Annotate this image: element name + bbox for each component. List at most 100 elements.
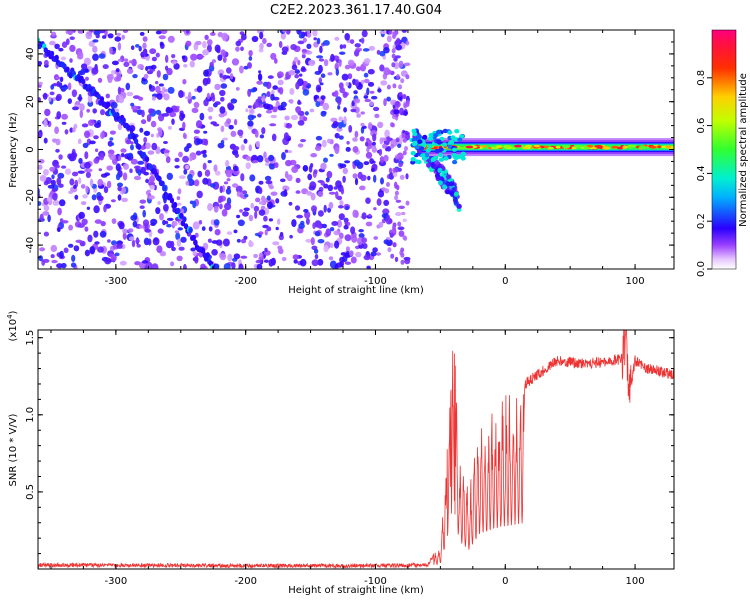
spectrogram-noise-cell xyxy=(298,34,304,39)
spectrogram-noise-cell xyxy=(286,174,293,182)
spectrogram-branch-cell xyxy=(446,174,451,180)
spectrogram-noise-cell xyxy=(189,60,195,68)
spectrogram-noise-cell xyxy=(403,62,411,67)
spectrogram-noise-cell xyxy=(167,125,172,130)
spectrogram-noise-cell xyxy=(226,118,232,124)
spectrogram-noise-cell xyxy=(392,225,396,230)
spectrogram-noise-cell xyxy=(178,175,186,180)
spectrogram-noise-cell xyxy=(196,190,203,199)
spectrogram-noise-cell xyxy=(219,106,226,114)
spectrogram-noise-cell xyxy=(150,64,157,70)
spectrogram-trace-cell xyxy=(205,252,210,259)
spectrogram-noise-cell xyxy=(394,167,399,173)
spectrogram-onset-cell xyxy=(435,130,442,135)
spectrogram-noise-cell xyxy=(140,119,147,125)
spectrogram-noise-cell xyxy=(203,130,208,134)
spectrogram-noise-cell xyxy=(405,173,409,180)
spectrogram-noise-cell xyxy=(139,205,145,209)
spectrogram-noise-cell xyxy=(147,150,155,155)
spectrogram-noise-cell xyxy=(217,54,223,61)
spectrogram-noise-cell xyxy=(238,263,244,269)
spectrogram-noise-cell xyxy=(138,225,144,229)
spectrogram-noise-cell xyxy=(156,93,163,100)
spectrogram-noise-cell xyxy=(244,193,249,198)
spectrogram-noise-cell xyxy=(232,183,239,188)
spectrogram-noise-cell xyxy=(401,132,406,138)
spectrogram-noise-cell xyxy=(105,93,111,99)
spectrogram-noise-cell xyxy=(259,42,264,50)
spectrogram-noise-cell xyxy=(245,156,252,161)
spectrogram-noise-cell xyxy=(89,140,96,145)
colorbar-tick-label: 0.0 xyxy=(696,261,707,277)
spectrogram-noise-cell xyxy=(258,187,263,195)
spectrogram-noise-cell xyxy=(277,105,284,111)
spectrogram-noise-cell xyxy=(67,82,72,91)
spectrogram-noise-cell xyxy=(181,55,186,59)
spectrogram-noise-cell xyxy=(144,161,148,166)
spectrogram-noise-cell xyxy=(391,53,396,59)
spectrogram-trace-cell xyxy=(96,93,101,100)
spectrogram-noise-cell xyxy=(122,232,127,240)
x-tick-label: 100 xyxy=(626,276,645,287)
spectrogram-noise-cell xyxy=(390,253,395,259)
spectrogram-noise-cell xyxy=(60,262,67,269)
spectrogram-noise-cell xyxy=(296,30,302,35)
spectrogram-noise-cell xyxy=(281,46,289,53)
spectrogram-noise-cell xyxy=(291,64,298,71)
spectrogram-noise-cell xyxy=(91,67,99,75)
spectrogram-branch-cell xyxy=(452,197,458,203)
spectrogram-noise-cell xyxy=(171,118,175,125)
spectrogram-trace-cell xyxy=(105,101,111,108)
spectrogram-noise-cell xyxy=(64,129,69,135)
spectrogram-noise-cell xyxy=(116,243,123,249)
spectrogram-noise-cell xyxy=(365,197,371,204)
spectrogram-noise-cell xyxy=(119,260,127,266)
spectrogram-noise-cell xyxy=(155,207,161,215)
spectrogram-noise-cell xyxy=(382,143,388,149)
spectrogram-noise-cell xyxy=(400,259,405,265)
spectrogram-noise-cell xyxy=(39,213,44,222)
spectrogram-noise-cell xyxy=(69,127,74,133)
spectrogram-noise-cell xyxy=(192,200,197,209)
spectrogram-noise-cell xyxy=(289,88,295,95)
spectrogram-noise-cell xyxy=(369,101,374,107)
spectrogram-noise-cell xyxy=(52,138,57,143)
spectrogram-noise-cell xyxy=(277,218,281,225)
spectrogram-noise-cell xyxy=(155,30,162,35)
spectrogram-noise-cell xyxy=(106,165,113,171)
spectrogram-noise-cell xyxy=(117,240,123,245)
spectrogram-noise-cell xyxy=(310,153,318,158)
spectrogram-noise-cell xyxy=(302,37,307,43)
spectrogram-noise-cell xyxy=(78,211,85,219)
spectrogram-noise-cell xyxy=(38,81,44,85)
spectrogram-noise-cell xyxy=(361,37,365,44)
spectrogram-noise-cell xyxy=(320,110,327,117)
spectrogram-noise-cell xyxy=(333,186,338,190)
spectrogram-noise-cell xyxy=(57,227,61,233)
spectrogram-noise-cell xyxy=(377,121,384,129)
snr-scale-note-open: (x10 xyxy=(8,319,19,342)
spectrogram-noise-cell xyxy=(266,226,272,232)
spectrogram-trace-cell xyxy=(162,185,167,192)
spectrogram-noise-cell xyxy=(311,205,317,213)
spectrogram-noise-cell xyxy=(99,153,105,161)
spectrogram-noise-cell xyxy=(177,202,182,206)
spectrogram-noise-cell xyxy=(320,95,326,100)
spectrogram-noise-cell xyxy=(402,235,407,241)
spectrogram-noise-cell xyxy=(277,71,284,78)
figure-title: C2E2.2023.361.17.40.G04 xyxy=(270,3,442,18)
spectrogram-noise-cell xyxy=(128,60,134,64)
spectrogram-noise-cell xyxy=(277,245,283,250)
spectrogram-noise-cell xyxy=(344,64,351,70)
spectrogram-branch-cell xyxy=(426,162,431,168)
spectrogram-noise-cell xyxy=(335,180,342,188)
spectrogram-noise-cell xyxy=(242,211,249,217)
spectrogram-noise-cell xyxy=(155,80,159,85)
spectrogram-noise-cell xyxy=(342,175,346,183)
spectrogram-noise-cell xyxy=(362,243,368,249)
spectrogram-noise-cell xyxy=(145,178,150,184)
spectrogram-noise-cell xyxy=(340,187,345,195)
spectrogram-noise-cell xyxy=(160,30,168,35)
spectrogram-noise-cell xyxy=(360,174,367,181)
spectrogram-noise-cell xyxy=(58,47,64,52)
